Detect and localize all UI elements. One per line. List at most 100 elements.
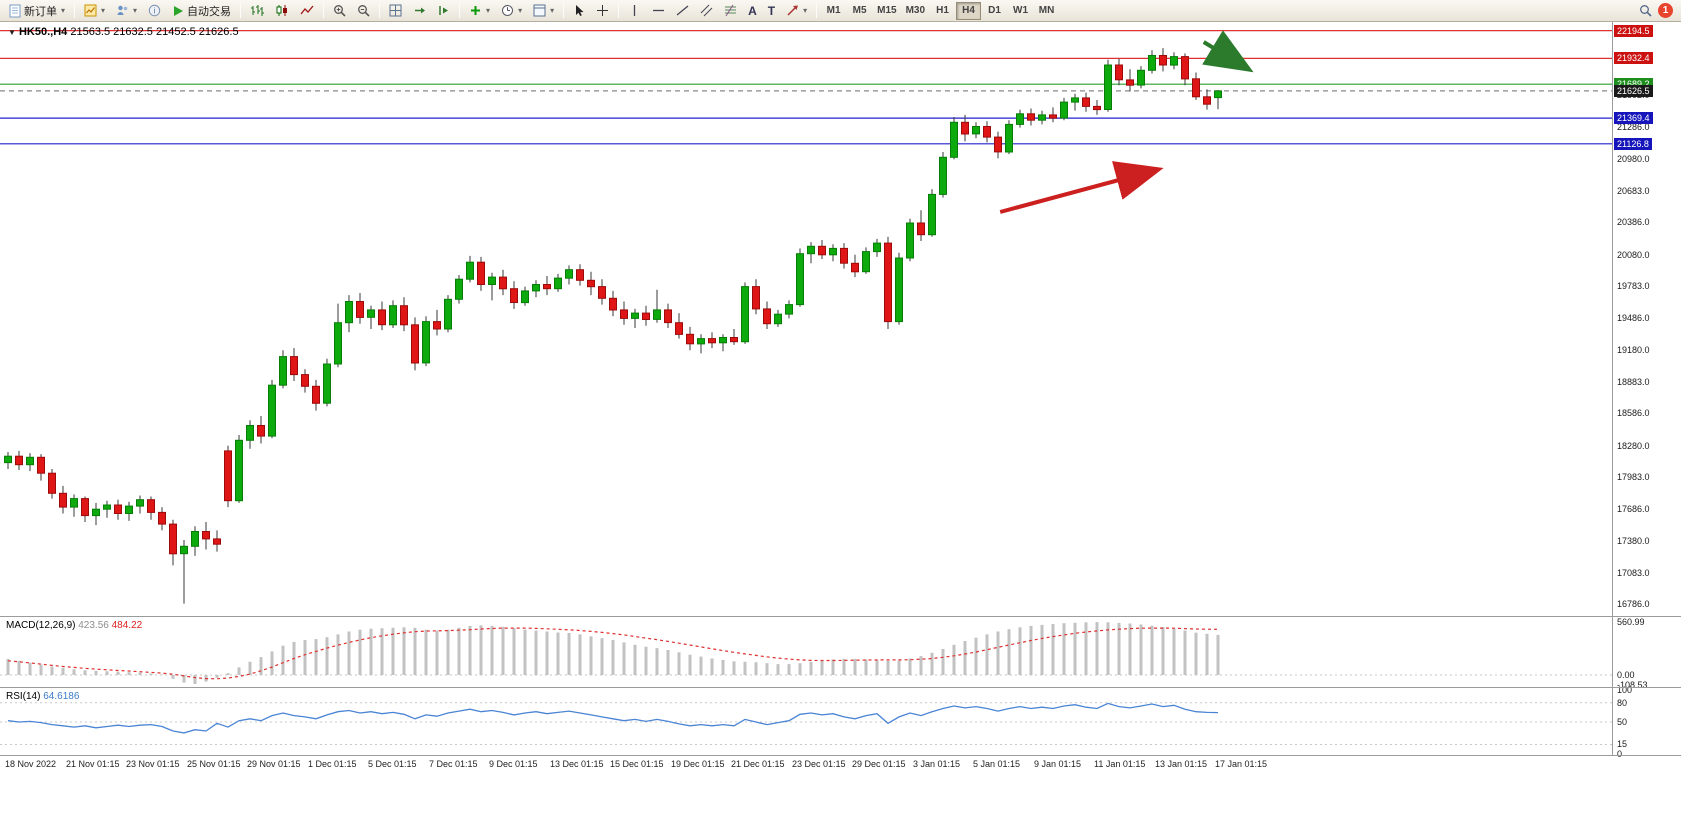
rsi-indicator-pane[interactable] xyxy=(0,688,1612,756)
time-label: 9 Jan 01:15 xyxy=(1034,759,1082,769)
new-chart-button[interactable]: ▾ xyxy=(79,1,110,21)
timeframe-D1[interactable]: D1 xyxy=(988,5,1001,16)
tile-windows-icon xyxy=(389,4,402,17)
pane-separator[interactable] xyxy=(0,687,1681,688)
separator xyxy=(563,3,565,18)
chevron-down-icon: ▾ xyxy=(518,6,523,15)
horizontal-line-button[interactable] xyxy=(647,1,670,21)
axis-separator xyxy=(1612,22,1613,756)
time-label: 5 Dec 01:15 xyxy=(368,759,417,769)
price-tick: 17983.0 xyxy=(1617,472,1650,483)
line-chart-icon xyxy=(300,5,314,15)
notification-badge[interactable]: 1 xyxy=(1658,3,1673,18)
separator xyxy=(379,3,381,18)
label-tool-button[interactable]: T xyxy=(763,1,780,21)
periods-button[interactable]: ▾ xyxy=(496,1,527,21)
time-label: 23 Nov 01:15 xyxy=(126,759,180,769)
time-label: 13 Dec 01:15 xyxy=(550,759,604,769)
zoom-in-button[interactable] xyxy=(328,1,351,21)
timeframe-MN[interactable]: MN xyxy=(1038,5,1055,16)
trendline-icon xyxy=(676,5,689,16)
separator xyxy=(240,3,242,18)
candlestick-chart-button[interactable] xyxy=(270,1,294,21)
price-tick: 18586.0 xyxy=(1617,408,1650,419)
help-button[interactable]: i xyxy=(143,1,166,21)
new-order-button[interactable]: 新订单 ▾ xyxy=(4,1,70,21)
chevron-down-icon: ▾ xyxy=(61,6,66,15)
time-axis[interactable]: 18 Nov 2022 21 Nov 01:15 23 Nov 01:15 25 No… xyxy=(0,756,1612,774)
pane-separator[interactable] xyxy=(0,616,1681,617)
templates-button[interactable]: ▾ xyxy=(528,1,559,21)
macd-value: 423.56 xyxy=(78,620,109,631)
new-chart-icon xyxy=(84,4,97,17)
fibonacci-button[interactable] xyxy=(719,1,742,21)
crosshair-button[interactable] xyxy=(591,1,614,21)
bar-chart-button[interactable] xyxy=(245,1,269,21)
timeframe-H1[interactable]: H1 xyxy=(936,5,949,16)
price-badge: 21126.8 xyxy=(1614,138,1652,150)
price-badge: 21369.4 xyxy=(1614,112,1653,124)
text-tool-button[interactable]: A xyxy=(743,1,762,21)
time-label: 17 Jan 01:15 xyxy=(1215,759,1268,769)
rsi-label: RSI(14) 64.6186 xyxy=(6,691,79,702)
play-icon xyxy=(174,5,184,16)
auto-scroll-button[interactable] xyxy=(408,1,431,21)
ohlc-bars-icon xyxy=(251,5,265,16)
vertical-line-button[interactable] xyxy=(623,1,646,21)
profiles-button[interactable]: ▾ xyxy=(111,1,142,21)
price-tick: 17686.0 xyxy=(1617,503,1650,514)
channel-button[interactable] xyxy=(695,1,718,21)
time-label: 7 Dec 01:15 xyxy=(429,759,478,769)
separator xyxy=(816,3,818,18)
cursor-button[interactable] xyxy=(568,1,590,21)
price-tick: 20080.0 xyxy=(1617,249,1650,260)
new-order-label: 新订单 xyxy=(24,5,57,18)
shapes-button[interactable]: ▾ xyxy=(781,1,812,21)
zoom-out-button[interactable] xyxy=(352,1,375,21)
timeframe-M5[interactable]: M5 xyxy=(852,5,867,16)
chevron-down-icon: ▾ xyxy=(803,6,808,15)
tile-windows-button[interactable] xyxy=(384,1,407,21)
separator xyxy=(323,3,325,18)
symbol-title: HK50.,H4 xyxy=(18,26,68,38)
price-tick: 100 xyxy=(1617,684,1633,695)
price-axis[interactable]: 21592.021286.020980.020683.020386.020080… xyxy=(1613,22,1681,759)
main-price-chart[interactable] xyxy=(0,22,1612,616)
time-label: 1 Dec 01:15 xyxy=(308,759,357,769)
indicators-button[interactable]: ▾ xyxy=(464,1,495,21)
time-label: 29 Dec 01:15 xyxy=(852,759,906,769)
price-badge: 21932.4 xyxy=(1614,52,1653,64)
toolbar: 新订单 ▾ ▾ ▾ i 自动交易 xyxy=(0,0,1681,22)
chart-shift-button[interactable] xyxy=(432,1,455,21)
timeframe-M15[interactable]: M15 xyxy=(877,5,897,16)
timeframe-M30[interactable]: M30 xyxy=(905,5,926,16)
line-chart-button[interactable] xyxy=(295,1,319,21)
price-tick: 17380.0 xyxy=(1617,536,1650,547)
price-tick: 560.99 xyxy=(1617,617,1645,627)
timeframe-H4[interactable]: H4 xyxy=(956,1,982,20)
timeframe-buttons: M1 M5 M15 M30 H1 H4 D1 W1 MN xyxy=(821,1,1059,20)
autotrading-button[interactable]: 自动交易 xyxy=(167,1,236,21)
timeframe-M1[interactable]: M1 xyxy=(826,5,841,16)
time-label: 15 Dec 01:15 xyxy=(610,759,664,769)
price-tick: 20683.0 xyxy=(1617,185,1650,196)
search-icon xyxy=(1640,5,1652,17)
trendline-button[interactable] xyxy=(671,1,694,21)
crosshair-icon xyxy=(597,5,609,16)
chart-area: 21592.021286.020980.020683.020386.020080… xyxy=(0,22,1681,826)
search-button[interactable] xyxy=(1634,1,1657,21)
pane-separator[interactable] xyxy=(0,755,1681,756)
price-tick: 18280.0 xyxy=(1617,440,1650,451)
price-tick: 19783.0 xyxy=(1617,281,1650,292)
chart-shift-icon xyxy=(439,6,449,15)
time-label: 3 Jan 01:15 xyxy=(913,759,961,769)
time-label: 23 Dec 01:15 xyxy=(792,759,846,769)
macd-indicator-pane[interactable] xyxy=(0,617,1612,687)
chart-menu-arrow-icon[interactable]: ▼ xyxy=(8,28,16,37)
time-label: 13 Jan 01:15 xyxy=(1155,759,1208,769)
rsi-name: RSI(14) xyxy=(6,691,41,702)
timeframe-W1[interactable]: W1 xyxy=(1013,5,1029,16)
rsi-value: 64.6186 xyxy=(43,691,80,702)
autotrading-label: 自动交易 xyxy=(187,5,232,18)
